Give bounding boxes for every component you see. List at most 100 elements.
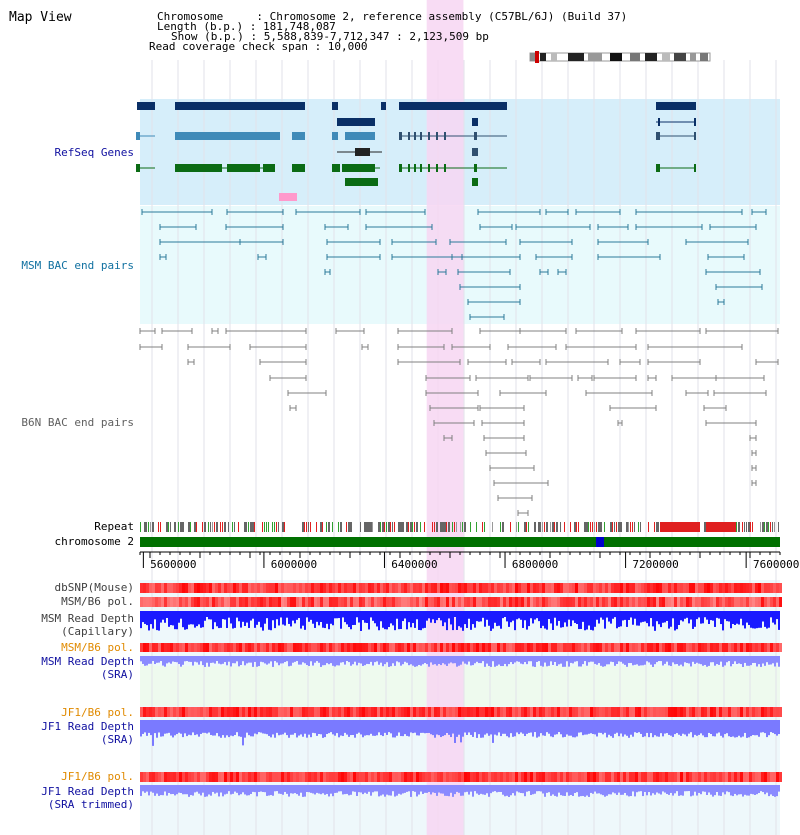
- jf1-pol-trim-strip-cell: [689, 772, 692, 782]
- msm-depth-capillary-bar: [628, 611, 630, 620]
- msm-pol-strip-cell: [755, 597, 758, 607]
- jf1-pol-trim-strip-cell: [644, 772, 647, 782]
- jf1-depth-sra-bar: [596, 720, 598, 737]
- msm-depth-capillary-bar: [324, 611, 326, 629]
- repeat-element: [440, 522, 442, 532]
- jf1-pol-strip-cell: [659, 707, 662, 717]
- repeat-element: [408, 522, 409, 532]
- dbsnp-strip-cell: [269, 583, 272, 593]
- jf1-pol-trim-strip-cell: [734, 772, 737, 782]
- jf1-pol-trim-strip-cell: [473, 772, 476, 782]
- dbsnp-strip-cell: [515, 583, 518, 593]
- msm-depth-sra-bar: [604, 656, 606, 667]
- msm-depth-capillary-bar: [610, 611, 612, 624]
- jf1-depth-sra-bar: [498, 720, 500, 733]
- msm-depth-sra-bar: [346, 656, 348, 662]
- jf1-depth-sra-trimmed-bar: [206, 785, 208, 797]
- msm-depth-sra-bar: [558, 656, 560, 665]
- msm-pol-sra-strip-cell: [146, 643, 149, 652]
- jf1-pol-trim-strip-cell: [311, 772, 314, 782]
- jf1-depth-sra-bar: [264, 720, 266, 734]
- msm-depth-capillary-bar: [218, 611, 220, 629]
- msm-depth-capillary-bar: [508, 611, 510, 627]
- repeat-element: [366, 522, 368, 532]
- jf1-depth-sra-trimmed-bar: [732, 785, 734, 797]
- jf1-pol-strip-cell: [641, 707, 644, 717]
- b6n-bac-label: B6N BAC end pairs: [21, 416, 134, 429]
- jf1-pol-strip-cell: [401, 707, 404, 717]
- jf1-pol-trim-strip-cell: [308, 772, 311, 782]
- msm-pol-strip-cell: [764, 597, 767, 607]
- dbsnp-strip-cell: [329, 583, 332, 593]
- msm-pol-strip-cell: [692, 597, 695, 607]
- jf1-pol-trim-strip-cell: [302, 772, 305, 782]
- jf1-depth-sra-trimmed-bar: [454, 785, 456, 795]
- jf1-depth-sra-bar: [566, 720, 568, 735]
- jf1-depth-sra-trimmed-bar: [294, 785, 296, 794]
- msm-depth-sra-bar: [284, 656, 286, 663]
- jf1-depth-sra-bar: [170, 720, 172, 736]
- msm-pol-strip-cell: [362, 597, 365, 607]
- jf1-depth-sra-bar: [422, 720, 424, 733]
- msm-pol-sra-strip-cell: [263, 643, 266, 652]
- jf1-depth-sra-bar: [172, 720, 174, 738]
- dbsnp-strip-cell: [698, 583, 701, 593]
- jf1-depth-sra-trimmed-bar: [488, 785, 490, 797]
- msm-pol-strip-cell: [215, 597, 218, 607]
- jf1-depth-sra-bar: [594, 720, 596, 735]
- jf1-depth-sra-bar: [344, 720, 346, 733]
- msm-depth-capillary-bar: [396, 611, 398, 619]
- jf1-pol-trim-strip-cell: [320, 772, 323, 782]
- jf1-pol-trim-strip-cell: [482, 772, 485, 782]
- jf1-depth-sra-bar: [436, 720, 438, 735]
- repeat-element: [224, 522, 226, 532]
- msm-depth-sra-bar: [548, 656, 550, 666]
- msm-depth-capillary-bar: [302, 611, 304, 626]
- msm-depth-capillary-bar: [166, 611, 168, 618]
- msm-depth-sra-bar: [224, 656, 226, 663]
- msm-depth-sra-bar: [226, 656, 228, 666]
- msm-depth-capillary-bar: [672, 611, 674, 619]
- jf1-depth-sra-trimmed-bar: [720, 785, 722, 796]
- msm-pol-sra-strip-cell: [368, 643, 371, 652]
- msm-pol-sra-strip-cell: [701, 643, 704, 652]
- msm-depth-sra-bar: [754, 656, 756, 663]
- repeat-element: [492, 522, 493, 532]
- msm-depth-sra-bar: [166, 656, 168, 664]
- refseq-genes: [136, 102, 696, 201]
- msm-pol-strip-cell: [566, 597, 569, 607]
- jf1-pol-strip-cell: [542, 707, 545, 717]
- jf1-pol-trim-strip-cell: [236, 772, 239, 782]
- msm-depth-sra-bar: [686, 656, 688, 663]
- dbsnp-strip-cell: [779, 583, 782, 593]
- msm-depth-sra-bar: [388, 656, 390, 667]
- dbsnp-strip-cell: [734, 583, 737, 593]
- jf1-pol-strip-cell: [296, 707, 299, 717]
- jf1-pol-strip-cell: [614, 707, 617, 717]
- repeat-element: [448, 522, 450, 532]
- jf1-pol-trim-strip-cell: [566, 772, 569, 782]
- msm-bac-pairs: [141, 209, 767, 320]
- repeat-element: [268, 522, 269, 532]
- msm-depth-capillary-bar: [320, 611, 322, 623]
- jf1-depth-sra-trimmed-bar: [256, 785, 258, 797]
- msm-depth-sra-bar: [312, 656, 314, 666]
- msm-depth-capillary-bar: [762, 611, 764, 622]
- dbsnp-strip-cell: [407, 583, 410, 593]
- jf1-depth-sra-bar: [176, 720, 178, 735]
- dbsnp-strip-cell: [152, 583, 155, 593]
- msm-pol-strip-cell: [683, 597, 686, 607]
- msm-depth-capillary-bar: [164, 611, 166, 623]
- msm-pol-sra-strip-cell: [764, 643, 767, 652]
- dbsnp-strip-cell: [572, 583, 575, 593]
- msm-pol-strip-cell: [725, 597, 728, 607]
- msm-pol-strip-cell: [467, 597, 470, 607]
- msm-depth-capillary-bar: [766, 611, 768, 629]
- jf1-pol-strip-cell: [518, 707, 521, 717]
- msm-depth-capillary-bar: [734, 611, 736, 625]
- jf1-pol-trim-strip-cell: [545, 772, 548, 782]
- repeat-element: [464, 522, 466, 532]
- jf1-depth-sra-bar: [764, 720, 766, 734]
- jf1-pol-strip-cell: [179, 707, 182, 717]
